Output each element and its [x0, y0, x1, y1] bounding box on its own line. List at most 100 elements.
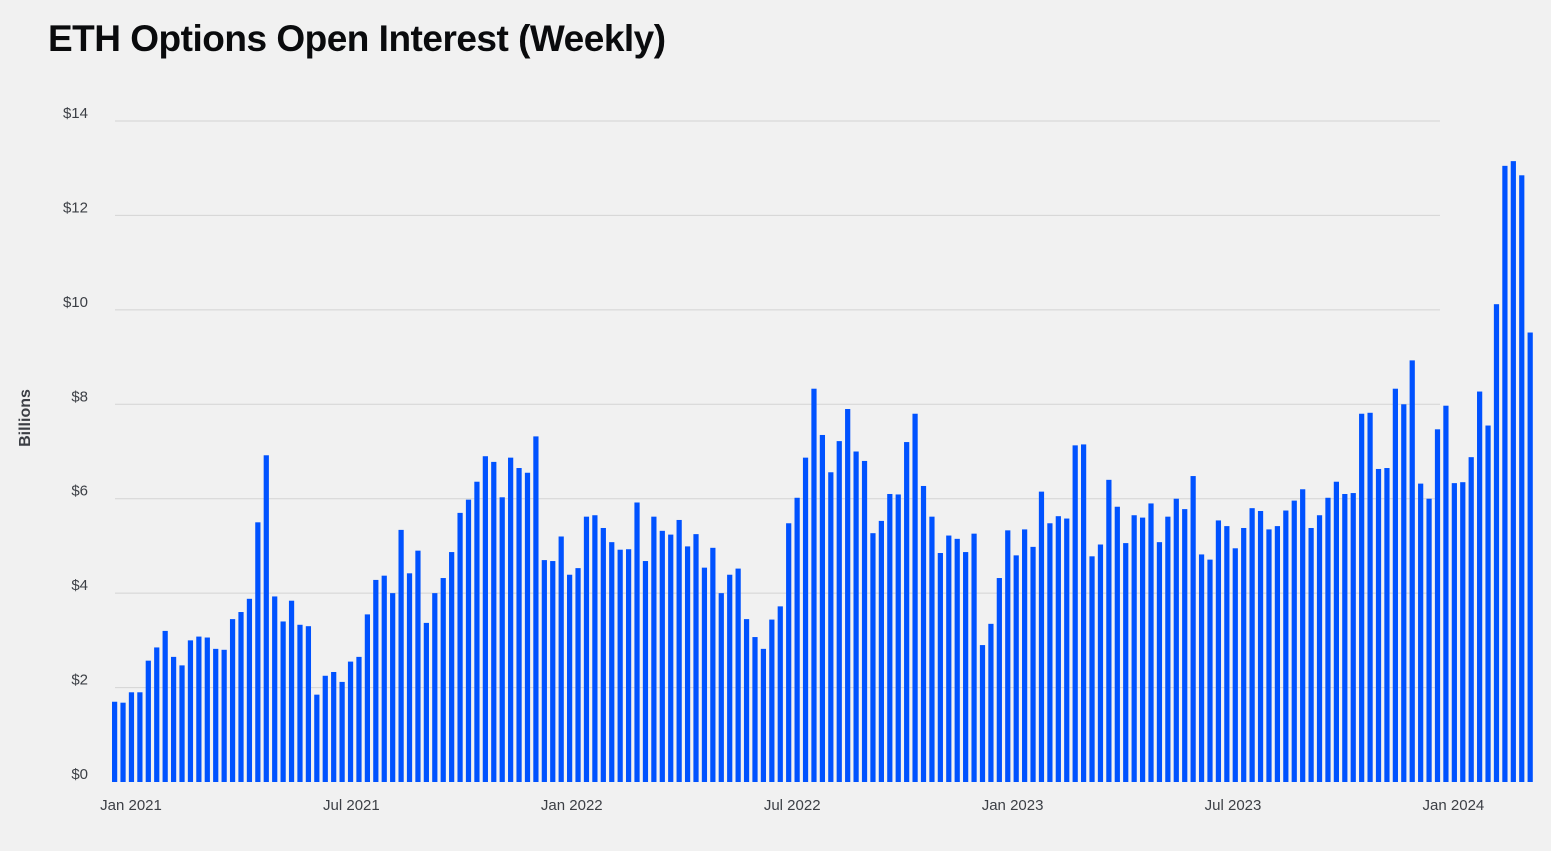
bar [1443, 405, 1449, 782]
bar [1207, 559, 1213, 782]
bar [769, 619, 775, 782]
bar [727, 574, 733, 782]
bar [524, 472, 531, 782]
bar [137, 692, 143, 782]
bar [1232, 548, 1238, 782]
bar [735, 568, 741, 782]
bar [819, 434, 826, 782]
bar [221, 649, 227, 782]
bar [870, 533, 876, 782]
bar [1022, 529, 1028, 782]
bar [1493, 304, 1500, 782]
bar [676, 519, 682, 782]
bar [398, 529, 404, 782]
bar [659, 530, 665, 782]
bar [1047, 523, 1053, 782]
bar [836, 441, 842, 782]
bar [693, 534, 699, 783]
bar [845, 409, 851, 782]
bar [668, 534, 674, 782]
bar [1038, 491, 1045, 782]
bar [347, 661, 354, 782]
bar [1266, 529, 1272, 782]
y-tick-label: $4 [71, 577, 88, 594]
y-tick-label: $12 [63, 199, 88, 216]
bar [381, 575, 387, 782]
bar [499, 497, 505, 782]
bar [811, 388, 817, 782]
bar [314, 694, 320, 782]
y-tick-label: $10 [63, 294, 88, 311]
bar [1426, 498, 1432, 782]
x-tick-label: Jan 2022 [541, 797, 603, 814]
bar [954, 538, 960, 782]
bar [406, 573, 413, 782]
bar [356, 656, 362, 782]
bar [196, 636, 202, 782]
bar [128, 692, 135, 782]
bar [533, 436, 539, 782]
bar [895, 494, 901, 782]
bar [853, 451, 859, 782]
bar [1055, 516, 1061, 782]
bar [482, 456, 488, 782]
bar [878, 520, 884, 782]
bar [449, 552, 455, 782]
bar [1308, 527, 1314, 782]
bar [1375, 468, 1382, 782]
bar [583, 516, 590, 782]
bar [1333, 481, 1339, 782]
bar [1367, 412, 1373, 782]
bar [1013, 555, 1019, 782]
bar [1005, 530, 1011, 782]
bar [364, 614, 370, 782]
bar [1384, 468, 1390, 782]
bar [305, 626, 312, 782]
bar [1165, 516, 1171, 782]
bar [625, 549, 632, 782]
bar [246, 598, 253, 782]
bar [828, 472, 834, 782]
bar [794, 497, 800, 782]
bar [752, 637, 758, 782]
bar [1300, 489, 1306, 782]
bar [229, 619, 236, 782]
bar [701, 567, 708, 782]
bar [592, 515, 598, 782]
bar [1089, 556, 1095, 782]
bar [423, 622, 429, 782]
bar [1342, 493, 1348, 782]
y-tick-label: $8 [71, 388, 88, 405]
bar [120, 702, 126, 782]
bar [1114, 506, 1120, 782]
bar [516, 468, 522, 782]
y-axis-label: Billions [17, 389, 34, 447]
bar [634, 502, 640, 782]
bar [567, 574, 573, 782]
bar [1274, 526, 1281, 782]
x-axis-ticks: Jan 2021 Jul 2021 Jan 2022 Jul 2022 Jan 2023… [100, 797, 1484, 814]
bar [937, 553, 943, 782]
bar [1392, 388, 1398, 782]
bar [280, 621, 286, 782]
bar [718, 593, 724, 782]
bar [272, 596, 278, 782]
bar [331, 671, 337, 782]
bar [373, 579, 379, 782]
bar [1451, 483, 1457, 782]
bar [541, 560, 547, 782]
bar [1030, 546, 1036, 782]
bar [112, 701, 118, 782]
bar [1502, 165, 1508, 783]
y-tick-label: $6 [71, 483, 88, 500]
bar [1198, 554, 1205, 782]
bar [1123, 543, 1129, 782]
bar [1241, 527, 1247, 782]
bar [887, 493, 893, 782]
bar [1215, 520, 1222, 782]
bar [415, 550, 421, 782]
bar [457, 512, 463, 782]
bar [904, 442, 910, 782]
bar [861, 460, 868, 782]
